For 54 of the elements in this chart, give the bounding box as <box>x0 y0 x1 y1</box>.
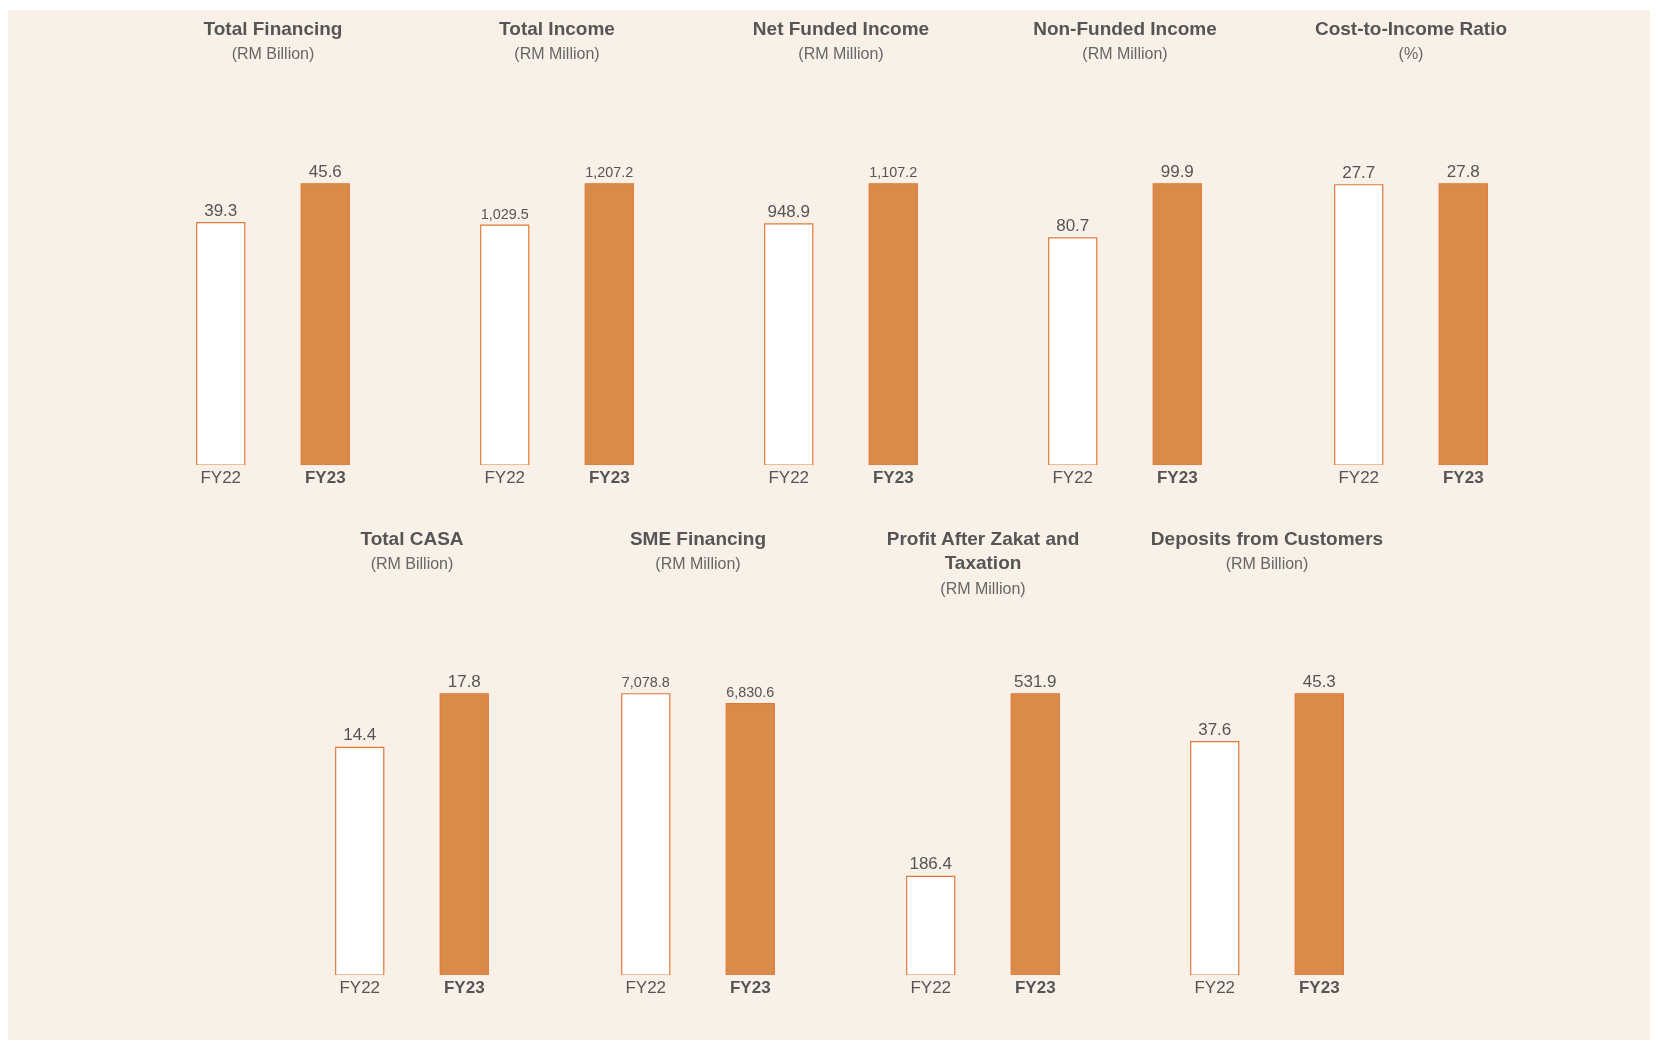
chart-subtitle: (RM Billion) <box>370 555 454 573</box>
data-label: 39.3 <box>204 200 238 220</box>
chart-subtitle: (RM Million) <box>940 580 1026 598</box>
data-label: 27.7 <box>1342 162 1376 182</box>
x-tick-label: FY23 <box>1014 978 1056 997</box>
chart-subtitle: (RM Billion) <box>1225 555 1309 573</box>
chart-subtitle: (RM Million) <box>514 45 600 63</box>
x-tick-label: FY23 <box>1442 468 1484 487</box>
chart-subtitle: (%) <box>1398 45 1424 63</box>
data-label: 186.4 <box>909 854 952 874</box>
chart-title: Net Funded Income <box>752 17 930 39</box>
chart-title: SME Financing <box>629 527 767 549</box>
x-tick-label: FY22 <box>910 978 952 997</box>
chart-subtitle: (RM Million) <box>655 555 741 573</box>
data-label: 531.9 <box>1014 671 1057 691</box>
chart-title: Total Financing <box>203 17 343 39</box>
data-label: 17.8 <box>447 671 481 691</box>
data-label: 37.6 <box>1198 719 1232 739</box>
x-tick-label: FY22 <box>625 978 667 997</box>
data-label: 14.4 <box>343 725 377 745</box>
x-tick-label: FY22 <box>1338 468 1380 487</box>
chart-title: Deposits from Customers <box>1150 527 1384 549</box>
data-label: 45.3 <box>1302 671 1336 691</box>
chart-title: Non-Funded Income <box>1033 17 1217 39</box>
x-tick-label: FY23 <box>1156 468 1198 487</box>
data-label: 948.9 <box>767 201 810 221</box>
data-label: 99.9 <box>1160 161 1194 181</box>
x-tick-label: FY23 <box>443 978 485 997</box>
x-tick-label: FY23 <box>588 468 630 487</box>
chart-title: Total Income <box>499 17 615 39</box>
chart-title: Profit After Zakat and Taxation <box>886 527 1080 574</box>
x-tick-label: FY22 <box>1052 468 1094 487</box>
data-label: 45.6 <box>308 161 342 181</box>
data-label: 1,107.2 <box>869 164 918 181</box>
chart-subtitle: (RM Million) <box>1082 45 1168 63</box>
chart-subtitle: (RM Million) <box>798 45 884 63</box>
data-label: 7,078.8 <box>621 674 670 691</box>
x-tick-label: FY23 <box>729 978 771 997</box>
chart-title: Cost-to-Income Ratio <box>1314 17 1508 39</box>
x-tick-label: FY22 <box>339 978 381 997</box>
chart-subtitle: (RM Billion) <box>231 45 315 63</box>
x-tick-label: FY23 <box>872 468 914 487</box>
x-tick-label: FY22 <box>1194 978 1236 997</box>
data-label: 80.7 <box>1056 215 1090 235</box>
x-tick-label: FY23 <box>1298 978 1340 997</box>
data-label: 27.8 <box>1446 161 1480 181</box>
x-tick-label: FY23 <box>304 468 346 487</box>
data-label: 1,029.5 <box>480 205 529 222</box>
chart-title: Total CASA <box>360 527 464 549</box>
x-tick-label: FY22 <box>200 468 242 487</box>
data-label: 1,207.2 <box>585 164 634 181</box>
x-tick-label: FY22 <box>768 468 810 487</box>
x-tick-label: FY22 <box>484 468 526 487</box>
data-label: 6,830.6 <box>726 684 775 701</box>
